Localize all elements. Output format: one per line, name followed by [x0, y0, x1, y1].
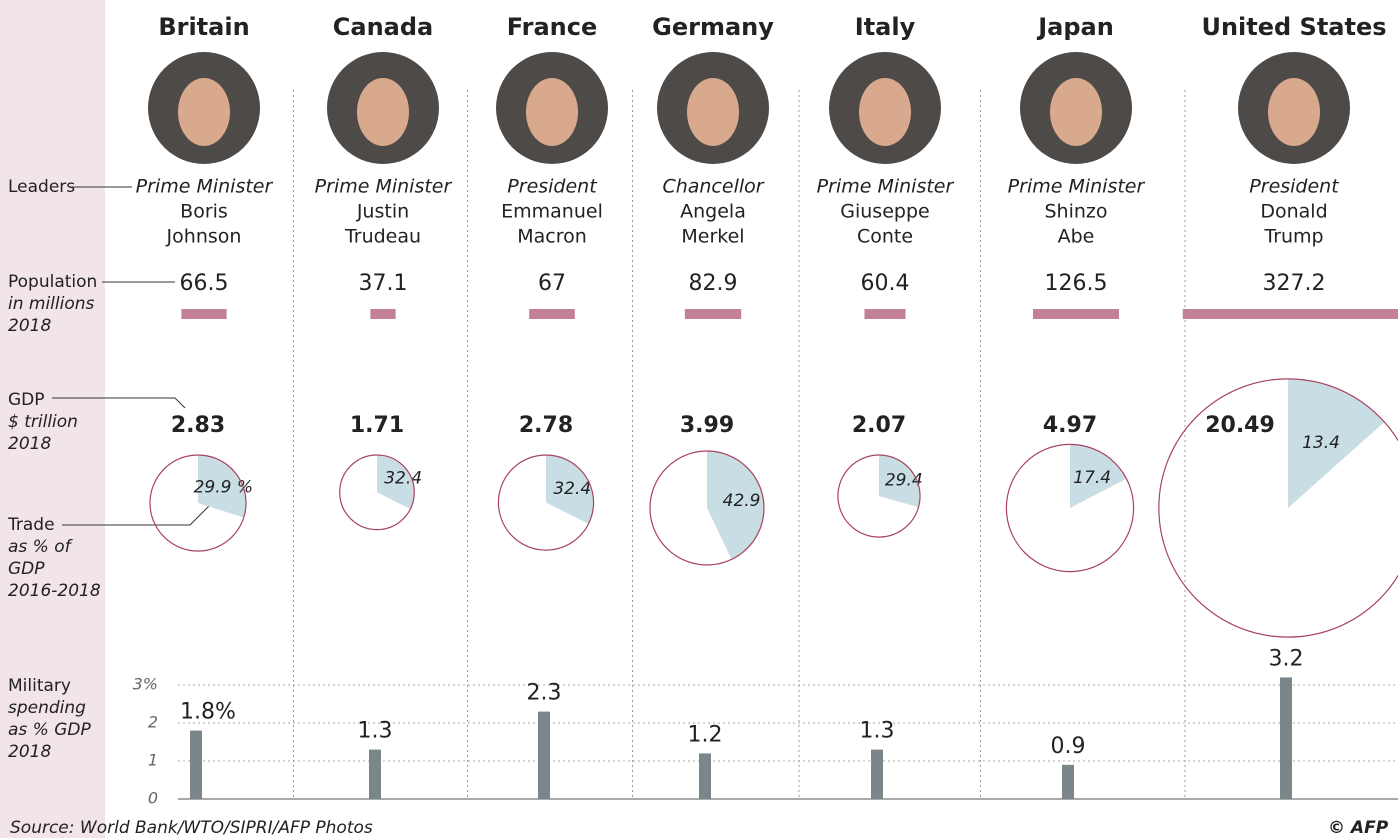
- leader-first-name: Giuseppe: [840, 201, 929, 223]
- country-name: United States: [1201, 13, 1386, 41]
- leader-last-name: Conte: [857, 226, 913, 248]
- leader-face: [1268, 78, 1320, 146]
- leader-role: Prime Minister: [315, 176, 453, 198]
- leader-last-name: Macron: [517, 226, 587, 248]
- leader-role: Prime Minister: [817, 176, 955, 198]
- section-title: GDP: [8, 390, 45, 410]
- section-subtitle: as % of: [8, 537, 74, 557]
- gdp-value: 20.49: [1205, 413, 1275, 438]
- section-subtitle: 2018: [8, 434, 51, 454]
- bar: [1062, 765, 1074, 799]
- gdp-value: 2.07: [852, 413, 906, 438]
- bar: [538, 712, 550, 799]
- leader-role: Chancellor: [662, 176, 764, 198]
- gdp-value: 1.71: [350, 413, 404, 438]
- bar-value: 67: [538, 271, 566, 296]
- bar: [864, 309, 905, 319]
- leader-last-name: Abe: [1058, 226, 1095, 248]
- leader-face: [178, 78, 230, 146]
- section-subtitle: spending: [8, 698, 86, 718]
- bar: [529, 309, 575, 319]
- bar-value: 60.4: [861, 271, 910, 296]
- bar: [685, 309, 741, 319]
- bar: [1183, 309, 1398, 319]
- country-name: Britain: [158, 13, 249, 41]
- bar: [369, 750, 381, 799]
- leader-first-name: Angela: [680, 201, 746, 223]
- section-title: Military: [8, 676, 71, 696]
- leader-first-name: Donald: [1260, 201, 1327, 223]
- leader-last-name: Trump: [1263, 226, 1323, 248]
- trade-label: 29.9 %: [194, 477, 253, 497]
- leader-role: Prime Minister: [136, 176, 274, 198]
- leader-face: [357, 78, 409, 146]
- leader-role: President: [1249, 176, 1340, 198]
- bar: [370, 309, 395, 319]
- country-name: Japan: [1036, 13, 1114, 41]
- gdp-value: 2.78: [519, 413, 573, 438]
- country-name: France: [507, 13, 597, 41]
- leader-role: President: [507, 176, 598, 198]
- infographic: Leaders Source: World Bank/WTO/SIPRI/AFP…: [0, 0, 1398, 838]
- y-tick-label: 2: [148, 713, 158, 732]
- bar-value: 66.5: [180, 271, 229, 296]
- bar: [181, 309, 226, 319]
- bar-value: 126.5: [1045, 271, 1108, 296]
- leader-first-name: Emmanuel: [501, 201, 603, 223]
- bar: [1033, 309, 1119, 319]
- leader-first-name: Justin: [356, 201, 409, 223]
- country-name: Italy: [855, 13, 916, 41]
- country-name: Canada: [333, 13, 433, 41]
- section-subtitle: $ trillion: [8, 412, 78, 432]
- section-subtitle: 2016-2018: [8, 581, 101, 601]
- bar-value: 82.9: [689, 271, 738, 296]
- section-subtitle: in millions: [8, 294, 95, 314]
- bar: [190, 731, 202, 799]
- credit: © AFP: [1328, 818, 1389, 838]
- leader-first-name: Boris: [180, 201, 228, 223]
- leader-face: [687, 78, 739, 146]
- bar-value: 327.2: [1263, 271, 1326, 296]
- leader-last-name: Johnson: [166, 226, 242, 248]
- bar-label: 0.9: [1051, 734, 1086, 759]
- section-subtitle: 2018: [8, 742, 51, 762]
- section-subtitle: as % GDP: [8, 720, 91, 740]
- bar-label: 1.3: [358, 719, 393, 744]
- trade-label: 17.4: [1073, 468, 1111, 488]
- leader-face: [859, 78, 911, 146]
- bar-label: 3.2: [1269, 646, 1304, 671]
- y-tick-label: 1: [148, 751, 158, 770]
- section-subtitle: 2018: [8, 316, 51, 336]
- bar-label: 2.3: [527, 681, 562, 706]
- y-tick-label: 0: [148, 789, 158, 808]
- source: Source: World Bank/WTO/SIPRI/AFP Photos: [10, 818, 373, 838]
- trade-label: 42.9: [723, 491, 761, 511]
- bar-value: 37.1: [359, 271, 408, 296]
- leader-face: [1050, 78, 1102, 146]
- gdp-value: 3.99: [680, 413, 734, 438]
- section-title: Population: [8, 272, 97, 292]
- leader-face: [526, 78, 578, 146]
- gdp-value: 2.83: [171, 413, 225, 438]
- gdp-value: 4.97: [1043, 413, 1097, 438]
- trade-label: 13.4: [1302, 433, 1340, 453]
- section-subtitle: GDP: [8, 559, 45, 579]
- trade-label: 32.4: [384, 469, 422, 489]
- leader-role: Prime Minister: [1008, 176, 1146, 198]
- leaders-label: Leaders: [8, 177, 75, 197]
- y-tick-label: 3%: [133, 675, 158, 694]
- section-title: Trade: [7, 515, 55, 535]
- leader-last-name: Merkel: [681, 226, 744, 248]
- bar: [699, 753, 711, 799]
- bar-label: 1.3: [860, 719, 895, 744]
- bar: [871, 750, 883, 799]
- trade-label: 32.4: [553, 479, 591, 499]
- bar-label: 1.8%: [180, 700, 236, 725]
- country-name: Germany: [652, 13, 774, 41]
- bar-label: 1.2: [688, 722, 723, 747]
- bar: [1280, 677, 1292, 799]
- leader-last-name: Trudeau: [344, 226, 421, 248]
- leader-first-name: Shinzo: [1044, 201, 1107, 223]
